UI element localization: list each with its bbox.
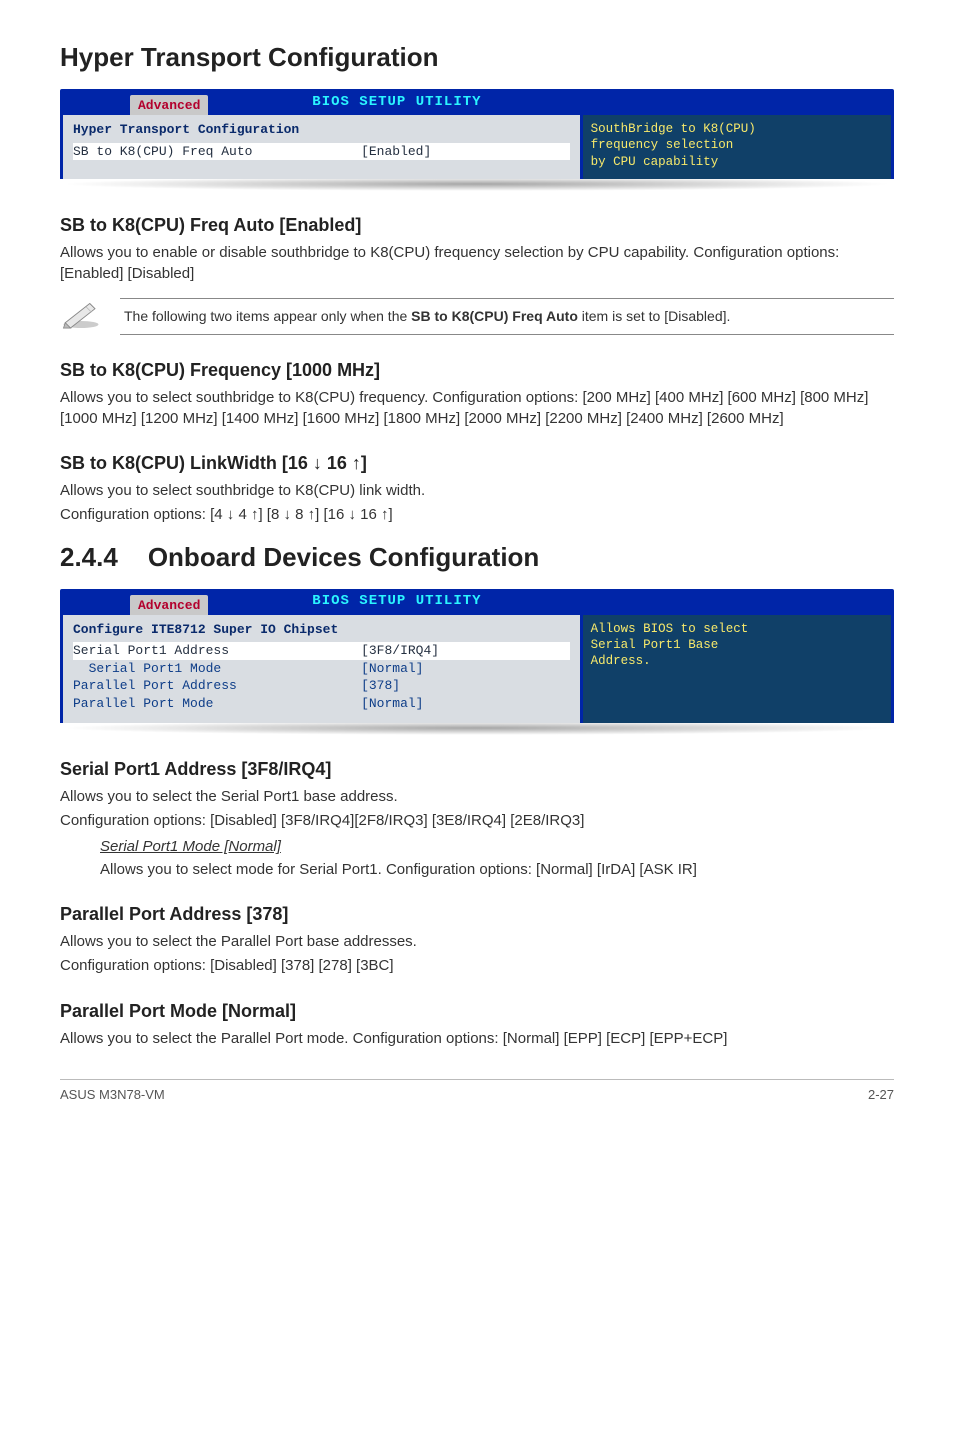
subitem-label: Serial Port1 Mode [Normal] xyxy=(100,837,894,857)
bios-brand: BIOS SETUP UTILITY xyxy=(208,93,585,112)
note-text-a: The following two items appear only when… xyxy=(124,308,411,324)
footer-left: ASUS M3N78-VM xyxy=(60,1086,165,1104)
heading-244: 2.4.4 Onboard Devices Configuration xyxy=(60,540,894,575)
bios-section-heading: Configure ITE8712 Super IO Chipset xyxy=(73,621,570,639)
bios-row-serial-port1-address[interactable]: Serial Port1 Address [3F8/IRQ4] xyxy=(73,642,570,660)
note-text-bold: SB to K8(CPU) Freq Auto xyxy=(411,308,578,324)
heading-244-title: Onboard Devices Configuration xyxy=(148,542,540,572)
bios-help-pane: SouthBridge to K8(CPU) frequency selecti… xyxy=(580,115,891,179)
subitem-serial-port1-mode: Serial Port1 Mode [Normal] Allows you to… xyxy=(100,837,894,880)
bios-help-line: SouthBridge to K8(CPU) xyxy=(591,121,883,137)
bios-help-line: frequency selection xyxy=(591,137,883,153)
body-sb-freq-auto: Allows you to enable or disable southbri… xyxy=(60,243,894,284)
bios-row-parallel-port-address[interactable]: Parallel Port Address [378] xyxy=(73,677,570,695)
bios-value: [Normal] xyxy=(361,660,570,678)
heading-parallel-port-address: Parallel Port Address [378] xyxy=(60,902,894,926)
bios-main-pane: Configure ITE8712 Super IO Chipset Seria… xyxy=(63,615,580,723)
body-sb-linkwidth-2: Configuration options: [4 ↓ 4 ↑] [8 ↓ 8 … xyxy=(60,505,894,525)
heading-sb-frequency: SB to K8(CPU) Frequency [1000 MHz] xyxy=(60,358,894,382)
body-ppm: Allows you to select the Parallel Port m… xyxy=(60,1029,894,1049)
heading-sb-freq-auto: SB to K8(CPU) Freq Auto [Enabled] xyxy=(60,213,894,237)
page-title: Hyper Transport Configuration xyxy=(60,40,894,75)
bios-row-parallel-port-mode[interactable]: Parallel Port Mode [Normal] xyxy=(73,695,570,713)
footer-right: 2-27 xyxy=(868,1086,894,1104)
bios-key: Serial Port1 Mode xyxy=(73,660,361,678)
body-ppa-1: Allows you to select the Parallel Port b… xyxy=(60,932,894,952)
bios-panel-hypertransport: Advanced BIOS SETUP UTILITY Hyper Transp… xyxy=(60,89,894,191)
bios-section-heading: Hyper Transport Configuration xyxy=(73,121,570,139)
bios-key: Parallel Port Mode xyxy=(73,695,361,713)
bios-header: Advanced BIOS SETUP UTILITY xyxy=(60,589,894,615)
body-sp1-2: Configuration options: [Disabled] [3F8/I… xyxy=(60,811,894,831)
heading-sb-linkwidth: SB to K8(CPU) LinkWidth [16 ↓ 16 ↑] xyxy=(60,451,894,475)
note-text-b: item is set to [Disabled]. xyxy=(578,308,731,324)
bios-tab-advanced[interactable]: Advanced xyxy=(130,595,208,615)
body-sp1-1: Allows you to select the Serial Port1 ba… xyxy=(60,787,894,807)
body-sb-linkwidth-1: Allows you to select southbridge to K8(C… xyxy=(60,481,894,501)
bios-value: [Enabled] xyxy=(361,143,570,161)
note-pencil-icon xyxy=(60,298,102,336)
bios-value: [Normal] xyxy=(361,695,570,713)
note: The following two items appear only when… xyxy=(60,298,894,336)
heading-serial-port1-address: Serial Port1 Address [3F8/IRQ4] xyxy=(60,757,894,781)
bios-help-pane: Allows BIOS to select Serial Port1 Base … xyxy=(580,615,891,723)
bios-help-line: Serial Port1 Base xyxy=(591,637,883,653)
subitem-body: Allows you to select mode for Serial Por… xyxy=(100,860,894,880)
bios-key: Serial Port1 Address xyxy=(73,642,361,660)
bios-tab-advanced[interactable]: Advanced xyxy=(130,95,208,115)
heading-parallel-port-mode: Parallel Port Mode [Normal] xyxy=(60,999,894,1023)
bios-row-serial-port1-mode[interactable]: Serial Port1 Mode [Normal] xyxy=(73,660,570,678)
body-sb-frequency: Allows you to select southbridge to K8(C… xyxy=(60,388,894,429)
bios-value: [378] xyxy=(361,677,570,695)
heading-244-num: 2.4.4 xyxy=(60,540,118,575)
bios-main-pane: Hyper Transport Configuration SB to K8(C… xyxy=(63,115,580,179)
bios-row-sb-freq-auto[interactable]: SB to K8(CPU) Freq Auto [Enabled] xyxy=(73,143,570,161)
note-text: The following two items appear only when… xyxy=(120,298,894,335)
bios-help-line: by CPU capability xyxy=(591,154,883,170)
bios-value: [3F8/IRQ4] xyxy=(361,642,570,660)
bios-panel-onboard: Advanced BIOS SETUP UTILITY Configure IT… xyxy=(60,589,894,735)
body-ppa-2: Configuration options: [Disabled] [378] … xyxy=(60,956,894,976)
bios-key: Parallel Port Address xyxy=(73,677,361,695)
bios-help-line: Address. xyxy=(591,653,883,669)
page-footer: ASUS M3N78-VM 2-27 xyxy=(60,1079,894,1104)
bios-brand: BIOS SETUP UTILITY xyxy=(208,592,585,611)
bios-header: Advanced BIOS SETUP UTILITY xyxy=(60,89,894,115)
bios-key: SB to K8(CPU) Freq Auto xyxy=(73,143,361,161)
bios-help-line: Allows BIOS to select xyxy=(591,621,883,637)
